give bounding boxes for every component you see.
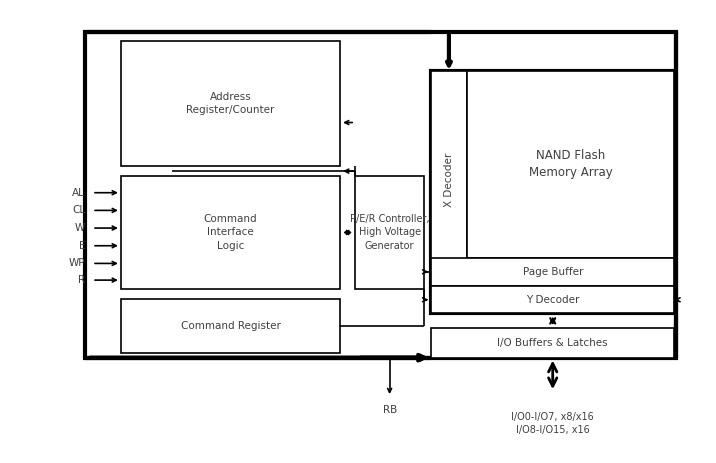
Bar (121, 42, 340, 166)
Bar (431, 328, 674, 358)
Text: CL: CL (72, 206, 85, 215)
Text: Address
Register/Counter: Address Register/Counter (186, 92, 275, 115)
Bar (355, 176, 424, 289)
Text: P/E/R Controller,
High Voltage
Generator: P/E/R Controller, High Voltage Generator (350, 214, 430, 250)
Bar (121, 176, 340, 289)
Text: W: W (75, 223, 85, 233)
Text: AL: AL (72, 188, 85, 198)
Text: WP: WP (69, 258, 85, 269)
Text: RB: RB (382, 405, 397, 415)
Text: Y Decoder: Y Decoder (526, 295, 579, 305)
Text: X Decoder: X Decoder (444, 153, 454, 207)
Text: I/O Buffers & Latches: I/O Buffers & Latches (498, 338, 608, 348)
Bar (431, 286, 674, 313)
Bar (431, 257, 674, 286)
Text: Command
Interface
Logic: Command Interface Logic (203, 214, 257, 250)
Bar (85, 31, 676, 358)
Text: R: R (78, 275, 85, 285)
Text: E: E (79, 241, 85, 251)
Text: NAND Flash
Memory Array: NAND Flash Memory Array (528, 149, 612, 179)
Bar (121, 299, 340, 353)
Bar (467, 71, 674, 257)
Bar (431, 71, 467, 289)
Bar (431, 71, 674, 313)
Text: I/O0-I/O7, x8/x16
I/O8-I/O15, x16: I/O0-I/O7, x8/x16 I/O8-I/O15, x16 (511, 412, 594, 435)
Text: Command Register: Command Register (180, 321, 281, 331)
Text: Page Buffer: Page Buffer (523, 267, 583, 277)
